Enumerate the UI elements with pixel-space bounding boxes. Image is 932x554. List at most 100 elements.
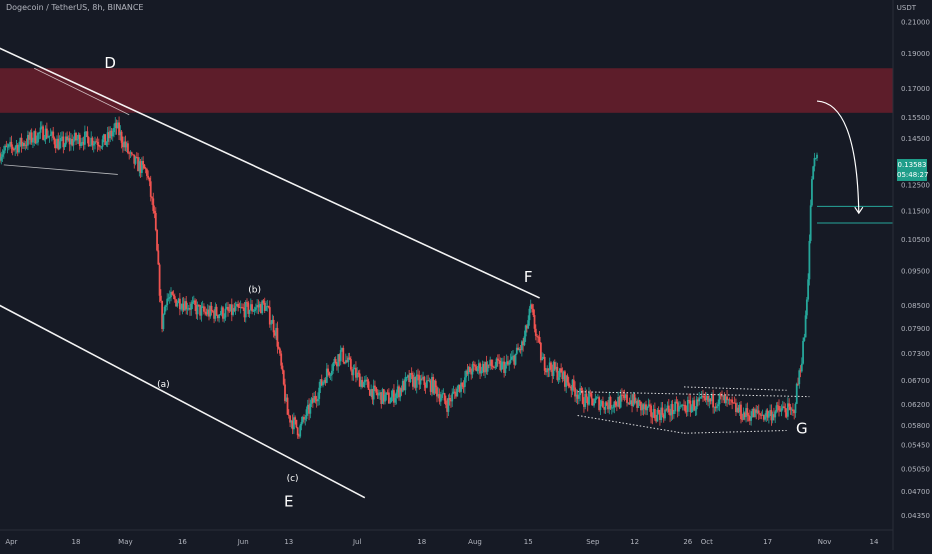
candle-body — [34, 131, 37, 144]
candle — [584, 387, 587, 410]
candle-body — [792, 409, 794, 411]
candle-body — [138, 161, 141, 172]
candle-body — [29, 132, 32, 140]
candle — [689, 395, 692, 417]
candle-body — [286, 397, 289, 415]
candle — [366, 377, 369, 388]
candle — [581, 387, 584, 405]
candle — [577, 392, 580, 405]
candle-body — [85, 131, 88, 133]
candle-body — [118, 122, 120, 136]
candle — [20, 133, 23, 153]
candle-body — [789, 406, 792, 410]
candle-body — [343, 361, 346, 364]
candle-body — [731, 399, 734, 403]
candle — [38, 131, 41, 140]
candle-body — [428, 380, 431, 382]
candle-body — [111, 132, 114, 137]
candle — [498, 354, 500, 364]
candle — [172, 290, 175, 300]
candle — [149, 175, 152, 202]
candle — [347, 352, 350, 367]
candle — [224, 303, 227, 321]
candle-body — [650, 405, 652, 417]
candle — [25, 138, 28, 149]
candle-body — [182, 303, 185, 311]
candle — [232, 304, 234, 317]
candle — [574, 381, 576, 402]
candle — [570, 385, 573, 398]
candle-body — [660, 407, 663, 421]
candle — [67, 135, 70, 142]
candle — [270, 320, 272, 331]
price-axis-unit: USDT — [896, 4, 916, 12]
candle — [410, 367, 413, 380]
candle — [474, 361, 476, 370]
candle-body — [760, 414, 763, 416]
candle-body — [237, 304, 240, 308]
candle — [685, 405, 688, 417]
candle-body — [571, 379, 574, 391]
candle-body — [243, 307, 246, 318]
candle-body — [315, 399, 318, 402]
candle-body — [675, 401, 678, 403]
candle-body — [239, 307, 242, 308]
candle-body — [308, 404, 310, 414]
candle — [222, 305, 224, 322]
candle-body — [414, 377, 417, 388]
candle-body — [101, 139, 104, 147]
candle-body — [228, 310, 231, 312]
candle — [595, 396, 598, 400]
candle-body — [531, 304, 533, 309]
candle — [461, 382, 464, 390]
candle-body — [128, 152, 131, 154]
candle — [761, 409, 764, 416]
candle-body — [442, 393, 445, 395]
candle-body — [80, 142, 82, 147]
candle — [732, 402, 735, 404]
candle — [323, 377, 326, 385]
candle-body — [577, 395, 580, 399]
candle-body — [770, 410, 773, 421]
candle — [550, 361, 552, 373]
candle-body — [222, 307, 224, 319]
candle-body — [346, 360, 348, 362]
candle-body — [258, 304, 261, 308]
candle — [770, 404, 773, 426]
candle — [187, 304, 190, 311]
candle — [705, 392, 708, 405]
candle-body — [295, 419, 298, 428]
candle-body — [505, 361, 508, 365]
candle — [87, 136, 90, 147]
candle-body — [132, 154, 134, 156]
candle-body — [481, 364, 484, 371]
candle — [298, 433, 300, 440]
candle-body — [585, 393, 588, 398]
candle-body — [35, 142, 38, 144]
candle — [305, 406, 308, 422]
candle — [380, 392, 383, 409]
candle — [651, 412, 654, 425]
candle — [295, 419, 298, 429]
candle — [762, 414, 765, 422]
candle — [589, 389, 592, 397]
candle-body — [113, 127, 115, 133]
candle — [636, 398, 639, 412]
candle-body — [785, 412, 788, 417]
candle — [740, 401, 742, 424]
candle-body — [813, 158, 816, 167]
candle — [132, 154, 134, 156]
candle — [277, 341, 280, 350]
candle — [311, 392, 314, 408]
candle — [322, 381, 324, 388]
candle-body — [617, 397, 620, 407]
candle-body — [722, 395, 725, 397]
candle — [786, 397, 789, 421]
price-tick-label: 0.09500 — [901, 267, 930, 275]
candle-body — [624, 394, 627, 399]
candle — [310, 396, 313, 407]
candle — [432, 374, 435, 396]
candle — [21, 141, 24, 149]
candle — [802, 337, 804, 365]
